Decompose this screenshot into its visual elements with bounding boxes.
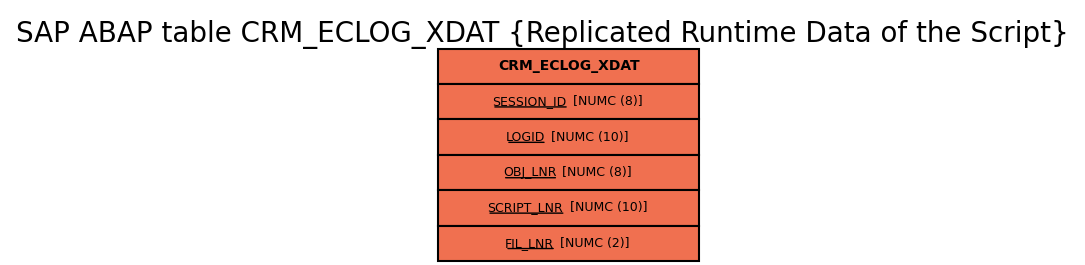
Text: OBJ_LNR: OBJ_LNR — [502, 166, 557, 179]
FancyBboxPatch shape — [438, 84, 699, 120]
FancyBboxPatch shape — [438, 190, 699, 226]
Text: SAP ABAP table CRM_ECLOG_XDAT {Replicated Runtime Data of the Script}: SAP ABAP table CRM_ECLOG_XDAT {Replicate… — [16, 20, 1069, 49]
FancyBboxPatch shape — [438, 120, 699, 155]
Text: [NUMC (8)]: [NUMC (8)] — [569, 95, 642, 108]
Text: [NUMC (10)]: [NUMC (10)] — [547, 131, 628, 144]
FancyBboxPatch shape — [438, 155, 699, 190]
Text: [NUMC (10)]: [NUMC (10)] — [565, 201, 647, 214]
Text: [NUMC (8)]: [NUMC (8)] — [558, 166, 631, 179]
FancyBboxPatch shape — [438, 48, 699, 84]
FancyBboxPatch shape — [438, 226, 699, 261]
Text: FIL_LNR: FIL_LNR — [506, 237, 554, 250]
Text: SCRIPT_LNR: SCRIPT_LNR — [487, 201, 563, 214]
Text: [NUMC (2)]: [NUMC (2)] — [556, 237, 629, 250]
Text: SESSION_ID: SESSION_ID — [493, 95, 566, 108]
Text: LOGID: LOGID — [506, 131, 546, 144]
Text: CRM_ECLOG_XDAT: CRM_ECLOG_XDAT — [498, 59, 639, 73]
